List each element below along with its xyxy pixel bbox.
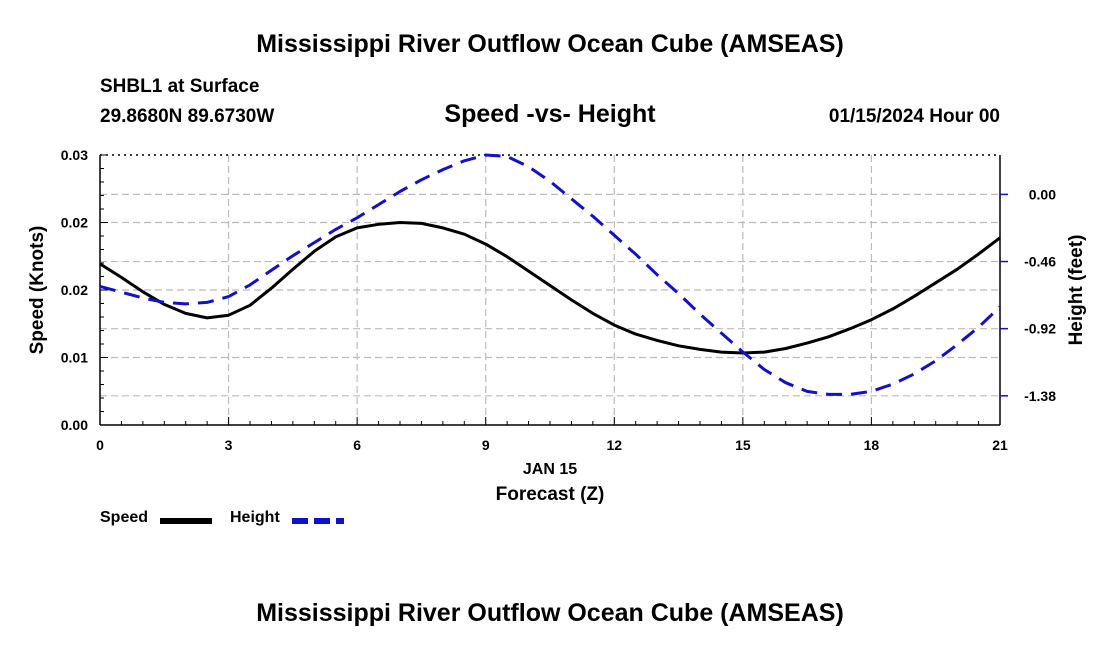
x-tick-label: 6 [353,437,361,453]
x-axis-label: Forecast (Z) [496,484,605,505]
y-left-tick-label: 0.02 [61,282,88,298]
y-axis-right-label: Height (feet) [1066,235,1087,346]
x-tick-label: 21 [992,437,1008,453]
x-tick-label: 9 [482,437,490,453]
y-right-tick-label: 0.00 [1029,186,1056,202]
y-left-tick-label: 0.00 [61,417,88,433]
x-tick-label: 18 [864,437,880,453]
x-tick-label: 0 [96,437,104,453]
x-axis-sublabel: JAN 15 [523,461,577,478]
series-line-speed [99,221,1001,355]
y-right-tick-label: -0.46 [1024,254,1056,270]
series-lines [99,153,1002,396]
forecast-datetime: 01/15/2024 Hour 00 [828,106,1000,127]
chart-main-title: Mississippi River Outflow Ocean Cube (AM… [256,30,844,58]
y-left-tick-label: 0.01 [61,350,88,366]
legend-speed-label: Speed [100,509,149,526]
y-axis-left-label: Speed (Knots) [27,226,48,355]
grid-lines [100,155,1000,425]
series-line-height [99,153,1002,396]
y-right-tick-label: -1.38 [1024,388,1056,404]
chart-subtitle: Speed -vs- Height [444,100,656,128]
axis-ticks: 0 3 6 9 12 15 18 21 0.00 0.01 0.02 0.02 0.03 0.00 -0.4… [61,147,1056,453]
footer-title: Mississippi River Outflow Ocean Cube (AM… [256,599,844,627]
y-right-tick-label: -0.92 [1024,321,1056,337]
y-left-tick-label: 0.02 [61,215,88,231]
y-left-tick-label: 0.03 [61,147,88,163]
station-label: SHBL1 at Surface [100,76,260,97]
x-tick-label: 3 [225,437,233,453]
legend-height-label: Height [230,509,280,526]
x-tick-label: 15 [735,437,751,453]
x-tick-label: 12 [606,437,622,453]
coordinates-label: 29.8680N 89.6730W [100,106,275,127]
